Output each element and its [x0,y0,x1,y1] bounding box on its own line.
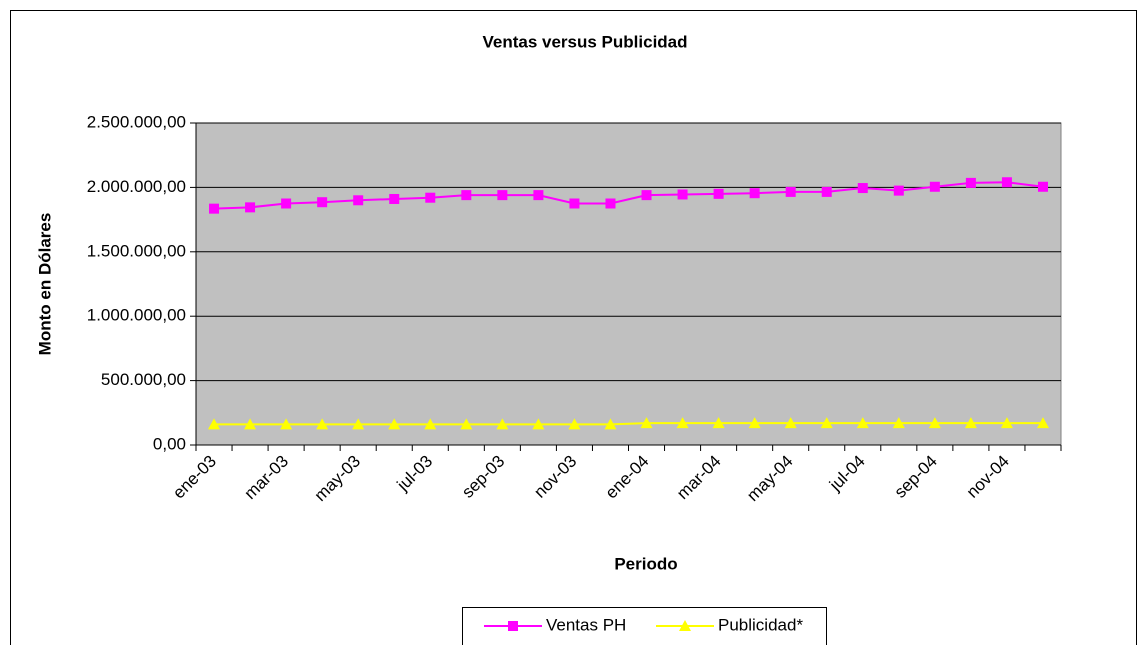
marker [892,417,905,429]
chart-title: Ventas versus Publicidad [482,32,687,51]
legend-marker [679,620,691,631]
marker [497,190,508,201]
marker [784,417,797,429]
y-tick-label: 2.000.000,00 [87,177,186,196]
legend [462,607,827,645]
marker [568,418,581,430]
marker [317,197,328,208]
y-axis-label: Monto en Dólares [35,213,54,356]
marker [893,185,904,196]
marker [821,186,832,197]
marker [460,418,473,430]
marker [964,417,977,429]
legend-label: Publicidad* [718,615,803,634]
marker [785,186,796,197]
y-tick-label: 2.500.000,00 [87,112,186,131]
marker [640,417,653,429]
marker [208,418,221,430]
marker [928,417,941,429]
y-tick-label: 1.000.000,00 [87,306,186,325]
marker [352,418,365,430]
marker [280,418,293,430]
legend-marker [508,621,518,631]
marker [641,190,652,201]
marker [677,189,688,200]
marker [244,418,257,430]
y-tick-label: 1.500.000,00 [87,241,186,260]
plot-area [195,122,1062,446]
marker [424,418,437,430]
x-axis-label: Periodo [614,554,677,573]
y-tick-label: 0,00 [153,434,186,453]
marker [929,181,940,192]
marker [389,193,400,204]
marker [749,188,760,199]
marker [316,418,329,430]
marker [281,198,292,209]
marker [1037,181,1048,192]
marker [425,192,436,203]
marker [1036,417,1049,429]
marker [857,183,868,194]
marker [965,177,976,188]
marker [604,418,617,430]
series-line [213,181,1044,210]
marker [569,198,580,209]
marker [856,417,869,429]
marker [461,190,472,201]
marker [605,198,616,209]
marker [353,195,364,206]
marker [820,417,833,429]
marker [712,417,725,429]
series-line [214,422,1043,426]
marker [245,202,256,213]
marker [209,203,220,214]
legend-label: Ventas PH [546,615,626,634]
marker [1000,417,1013,429]
marker [1001,177,1012,188]
marker [533,190,544,201]
marker [388,418,401,430]
marker [532,418,545,430]
marker [748,417,761,429]
marker [676,417,689,429]
y-tick-label: 500.000,00 [101,370,186,389]
marker [496,418,509,430]
marker [713,188,724,199]
